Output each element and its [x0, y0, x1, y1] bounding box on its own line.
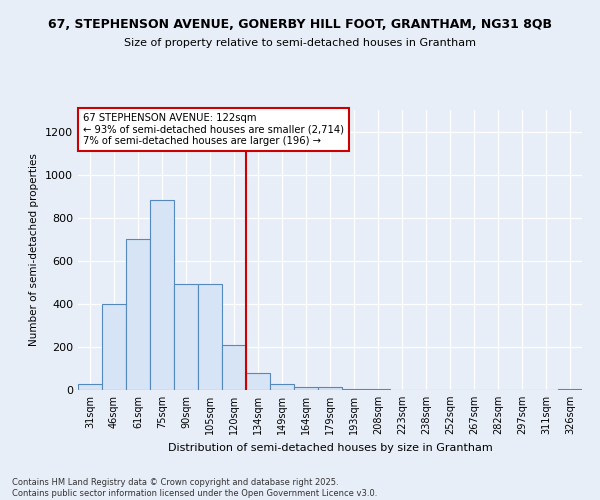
- Bar: [366, 389, 390, 390]
- Text: 67 STEPHENSON AVENUE: 122sqm
← 93% of semi-detached houses are smaller (2,714)
7: 67 STEPHENSON AVENUE: 122sqm ← 93% of se…: [83, 113, 344, 146]
- Bar: [150, 200, 174, 390]
- Bar: [318, 387, 342, 390]
- Bar: [126, 239, 150, 390]
- Bar: [174, 284, 198, 390]
- Bar: [270, 384, 294, 390]
- Text: 67, STEPHENSON AVENUE, GONERBY HILL FOOT, GRANTHAM, NG31 8QB: 67, STEPHENSON AVENUE, GONERBY HILL FOOT…: [48, 18, 552, 30]
- Bar: [198, 284, 222, 390]
- Bar: [342, 389, 366, 390]
- Bar: [558, 389, 582, 390]
- Bar: [222, 345, 246, 390]
- X-axis label: Distribution of semi-detached houses by size in Grantham: Distribution of semi-detached houses by …: [167, 442, 493, 452]
- Bar: [294, 387, 318, 390]
- Bar: [78, 384, 102, 390]
- Text: Contains HM Land Registry data © Crown copyright and database right 2025.
Contai: Contains HM Land Registry data © Crown c…: [12, 478, 377, 498]
- Y-axis label: Number of semi-detached properties: Number of semi-detached properties: [29, 154, 40, 346]
- Text: Size of property relative to semi-detached houses in Grantham: Size of property relative to semi-detach…: [124, 38, 476, 48]
- Bar: [246, 373, 270, 390]
- Bar: [102, 304, 126, 390]
